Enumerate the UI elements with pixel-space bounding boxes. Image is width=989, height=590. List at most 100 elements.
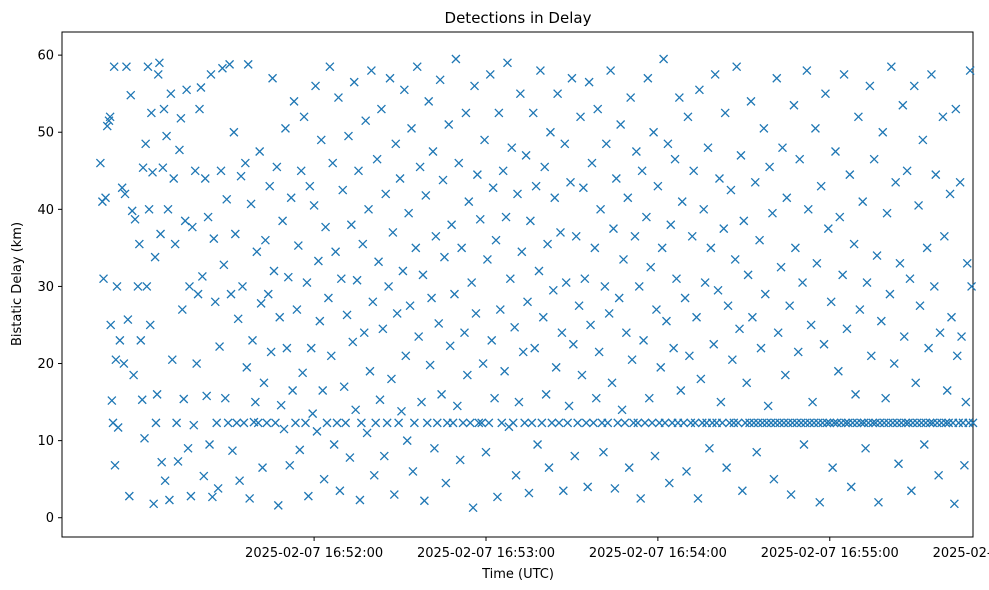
- data-point: [378, 324, 388, 334]
- data-point: [818, 418, 828, 428]
- data-point: [855, 305, 865, 315]
- data-point: [858, 197, 868, 207]
- data-point: [571, 231, 581, 241]
- data-point: [795, 154, 805, 164]
- data-point: [415, 162, 425, 172]
- x-tick: 2025-02-07 16:56:00: [933, 546, 989, 561]
- data-point: [382, 418, 392, 428]
- data-point: [752, 447, 762, 457]
- data-point: [796, 418, 806, 428]
- data-point: [183, 443, 193, 453]
- data-point: [148, 167, 157, 177]
- data-point: [285, 460, 295, 470]
- data-point: [279, 424, 289, 434]
- data-point: [703, 143, 713, 153]
- data-point: [129, 370, 139, 380]
- data-point: [196, 83, 206, 92]
- data-point: [686, 418, 696, 428]
- data-point: [243, 59, 253, 69]
- data-point: [242, 362, 252, 372]
- data-point: [226, 289, 236, 299]
- data-point: [158, 163, 168, 173]
- data-point: [772, 73, 782, 83]
- data-point: [540, 162, 550, 172]
- data-point: [235, 476, 245, 486]
- data-point: [623, 193, 633, 203]
- data-point: [604, 308, 614, 318]
- data-point: [662, 316, 671, 326]
- data-point: [766, 418, 776, 428]
- data-point: [952, 351, 962, 361]
- data-point: [305, 181, 315, 191]
- data-point: [690, 418, 700, 428]
- data-point: [906, 486, 916, 496]
- data-point: [550, 193, 560, 203]
- data-point: [924, 343, 934, 353]
- data-point: [127, 206, 137, 216]
- data-point: [207, 492, 217, 502]
- data-point: [138, 163, 148, 173]
- data-point: [269, 266, 279, 276]
- data-point: [477, 418, 487, 428]
- data-point: [763, 401, 773, 411]
- data-point: [533, 440, 543, 449]
- data-point: [527, 418, 537, 428]
- data-point: [140, 433, 149, 443]
- data-point: [164, 495, 174, 505]
- data-point: [187, 222, 197, 232]
- data-point: [345, 453, 355, 463]
- data-point: [465, 418, 475, 428]
- data-point: [852, 418, 862, 428]
- data-point: [408, 467, 418, 476]
- data-point: [762, 418, 772, 428]
- data-point: [492, 492, 502, 502]
- x-tick-label: 2025-02-07 16:52:00: [245, 546, 383, 561]
- data-point: [683, 112, 693, 122]
- data-point: [594, 347, 604, 357]
- data-point: [460, 328, 469, 338]
- data-point: [672, 274, 681, 284]
- data-point: [968, 418, 978, 428]
- data-point: [369, 470, 379, 480]
- data-point: [288, 386, 298, 395]
- data-point: [964, 418, 974, 428]
- data-point: [333, 93, 343, 102]
- data-point: [272, 162, 282, 172]
- data-point: [740, 418, 750, 428]
- data-point: [588, 418, 598, 428]
- data-point: [309, 201, 319, 210]
- data-point: [868, 418, 878, 428]
- data-point: [402, 436, 412, 446]
- data-point: [773, 328, 783, 338]
- data-point: [401, 351, 411, 361]
- data-point: [779, 418, 789, 428]
- data-point: [853, 112, 863, 122]
- data-point: [497, 418, 507, 428]
- data-point: [789, 100, 799, 110]
- data-point: [627, 355, 637, 365]
- data-point: [733, 418, 743, 428]
- data-point: [342, 310, 352, 320]
- data-point: [932, 418, 942, 428]
- data-point: [136, 335, 146, 345]
- data-point: [729, 418, 739, 428]
- data-point: [126, 90, 136, 100]
- data-point: [727, 355, 737, 365]
- data-point: [551, 362, 561, 372]
- data-point: [170, 239, 180, 249]
- data-point: [547, 418, 557, 428]
- data-point: [336, 274, 346, 284]
- data-point: [351, 405, 361, 415]
- data-point: [815, 497, 825, 507]
- data-point: [384, 281, 394, 291]
- data-point: [339, 382, 349, 392]
- y-tick: 0: [46, 511, 62, 526]
- y-tick-label: 0: [46, 511, 54, 526]
- data-point: [872, 251, 882, 261]
- data-point: [521, 150, 531, 160]
- data-point: [311, 81, 320, 91]
- data-point: [490, 393, 500, 403]
- data-point: [639, 335, 649, 345]
- data-point: [881, 393, 891, 403]
- data-point: [141, 139, 151, 149]
